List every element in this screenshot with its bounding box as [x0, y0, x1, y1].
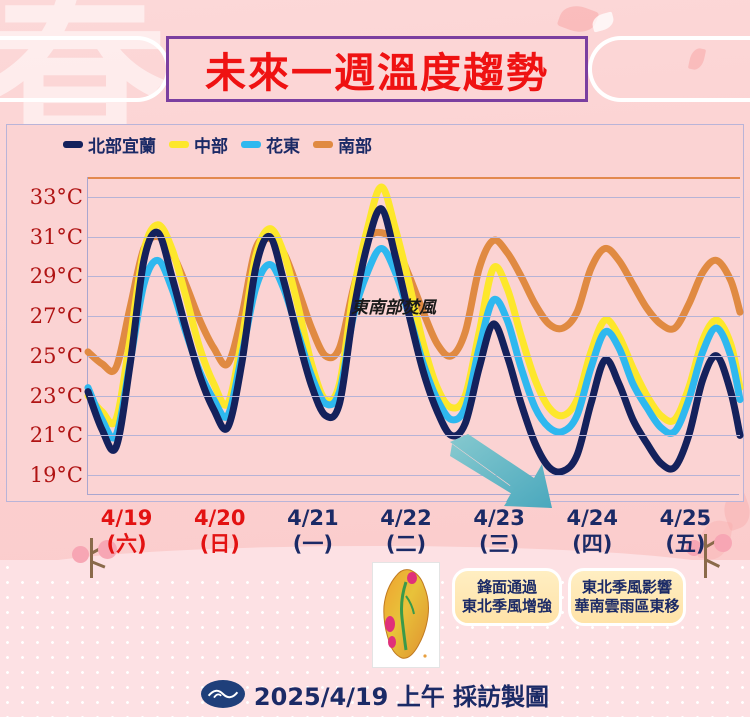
gridline: [88, 395, 740, 397]
footer: 2025/4/19 上午 採訪製圖: [0, 674, 750, 714]
gridline: [88, 196, 740, 198]
taiwan-temperature-map-card: [372, 562, 440, 668]
legend-swatch-icon: [313, 140, 333, 148]
legend-swatch-icon: [63, 140, 83, 148]
x-tick-weekday: (日): [199, 531, 240, 556]
legend-swatch-icon: [241, 140, 261, 148]
taiwan-map-icon: [383, 569, 429, 659]
x-axis-tick-4-22: 4/22 (二): [361, 506, 451, 557]
x-axis-tick-4-23: 4/23 (三): [454, 506, 544, 557]
temperature-chart-panel: 北部宜蘭 中部 花東 南部 33°C 31°C 29°C 27°C 25°C 23°C 21°C 1…: [6, 124, 744, 502]
series-line-南部: [84, 228, 744, 375]
x-tick-date: 4/24: [566, 506, 619, 530]
gridline: [88, 276, 740, 278]
title-pill-left-decoration: [0, 36, 170, 102]
legend-swatch-icon: [169, 140, 189, 148]
foehn-annotation-label: 東南部焚風: [351, 298, 436, 318]
title-pill-right-decoration: [588, 36, 750, 102]
plot-wrapper: 33°C 31°C 29°C 27°C 25°C 23°C 21°C 19°C 東南部焚風: [7, 125, 745, 503]
x-axis-tick-4-25: 4/25 (五): [640, 506, 730, 557]
x-axis-tick-4-19: 4/19 (六): [82, 506, 172, 557]
x-tick-weekday: (一): [292, 531, 333, 556]
legend-label: 中部: [194, 136, 228, 157]
y-axis-tick-label: 33°C: [29, 184, 83, 209]
y-axis-tick-label: 29°C: [29, 264, 83, 289]
y-axis-tick-label: 25°C: [29, 343, 83, 368]
legend-item-2[interactable]: 花東: [241, 132, 300, 157]
cherry-branch-left: [70, 538, 117, 578]
x-tick-weekday: (六): [106, 531, 147, 556]
legend-item-1[interactable]: 中部: [169, 132, 228, 157]
page-title: 未來一週溫度趨勢: [205, 49, 549, 97]
cherry-branch-right: [686, 534, 734, 578]
x-tick-date: 4/22: [380, 506, 432, 530]
y-axis-tick-label: 31°C: [29, 224, 83, 249]
y-axis-tick-label: 27°C: [29, 304, 83, 329]
y-axis: 33°C 31°C 29°C 27°C 25°C 23°C 21°C 19°C: [11, 165, 85, 495]
page-title-box: 未來一週溫度趨勢: [166, 36, 588, 102]
callout-monsoon-effect: 東北季風影響 華南雲雨區東移: [568, 568, 686, 626]
temperature-line-chart: [84, 183, 744, 476]
series-line-中部: [84, 183, 744, 428]
x-tick-weekday: (三): [479, 531, 520, 556]
x-tick-weekday: (二): [385, 531, 427, 556]
cooling-trend-arrow: [450, 434, 552, 508]
legend-label: 南部: [338, 136, 372, 157]
legend-item-3[interactable]: 南部: [313, 132, 372, 157]
x-tick-weekday: (五): [665, 531, 706, 556]
callout-1-line1: 鋒面通過: [476, 577, 537, 596]
callout-2-line2: 華南雲雨區東移: [574, 597, 680, 615]
legend-label: 北部宜蘭: [88, 136, 156, 157]
x-tick-date: 4/23: [473, 506, 525, 530]
x-axis-tick-4-20: 4/20 (日): [175, 506, 265, 557]
callout-2-line1: 東北季風影響: [581, 577, 672, 596]
gridline: [88, 435, 740, 437]
x-tick-date: 4/21: [287, 506, 339, 530]
plot-area: [84, 177, 744, 495]
gridline: [88, 355, 740, 357]
x-tick-date: 4/19: [100, 506, 153, 530]
callout-1-line2: 東北季風增強: [461, 597, 552, 615]
footer-credit-text: 2025/4/19 上午 採訪製圖: [253, 682, 550, 711]
gridline: [88, 316, 740, 318]
x-axis-tick-4-21: 4/21 (一): [268, 506, 358, 557]
gridline: [88, 236, 740, 238]
cwa-logo-icon: [200, 680, 245, 708]
series-line-北部宜蘭: [84, 205, 744, 476]
chart-legend: 北部宜蘭 中部 花東 南部: [63, 132, 372, 157]
legend-item-0[interactable]: 北部宜蘭: [63, 132, 156, 157]
x-tick-date: 4/25: [659, 506, 712, 530]
y-axis-tick-label: 19°C: [29, 463, 83, 488]
chart-top-border-line: [88, 177, 740, 179]
y-axis-tick-label: 21°C: [29, 423, 83, 448]
callout-front-passage: 鋒面通過 東北季風增強: [452, 568, 562, 626]
x-axis-tick-4-24: 4/24 (四): [547, 506, 637, 557]
legend-label: 花東: [266, 136, 300, 157]
x-tick-weekday: (四): [572, 531, 613, 556]
x-tick-date: 4/20: [193, 506, 246, 530]
y-axis-tick-label: 23°C: [29, 383, 83, 408]
gridline: [88, 475, 740, 477]
x-axis: 4/19 (六) 4/20 (日) 4/21 (一) 4/22 (二) 4/23 (三) 4/24(…: [80, 506, 732, 562]
